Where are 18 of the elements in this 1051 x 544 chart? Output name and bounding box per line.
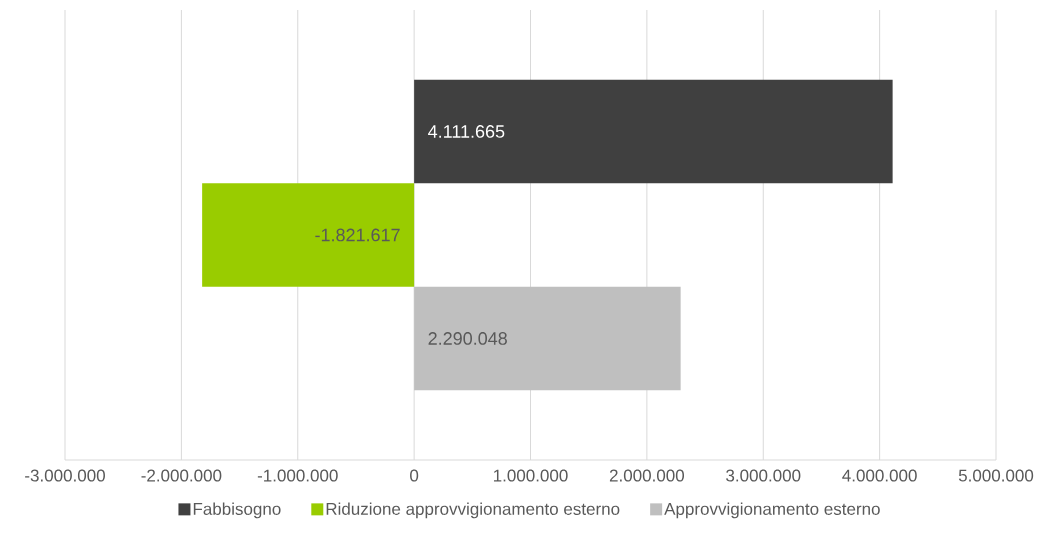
- x-tick-label: 3.000.000: [726, 469, 801, 482]
- legend-label: Riduzione approvvigionamento esterno: [326, 502, 620, 519]
- legend-label: Fabbisogno: [193, 502, 281, 519]
- data-label: -1.821.617: [315, 228, 400, 242]
- x-tick-label: -1.000.000: [257, 469, 338, 482]
- x-tick-label: 0: [410, 469, 419, 482]
- x-tick-label: -3.000.000: [25, 469, 105, 482]
- data-label: 2.290.048: [428, 332, 507, 345]
- x-tick-label: 1.000.000: [493, 469, 568, 482]
- x-tick-label: 2.000.000: [609, 469, 685, 482]
- data-label: 4.111.665: [428, 125, 505, 138]
- x-tick-label: 4.000.000: [842, 469, 917, 482]
- bar: [202, 183, 415, 287]
- x-tick-label: -2.000.000: [141, 469, 222, 482]
- bar: [414, 79, 893, 184]
- x-tick-label: 5.000.000: [958, 469, 1034, 482]
- legend-label: Approvvigionamento esterno: [664, 502, 880, 519]
- bar: [414, 286, 681, 391]
